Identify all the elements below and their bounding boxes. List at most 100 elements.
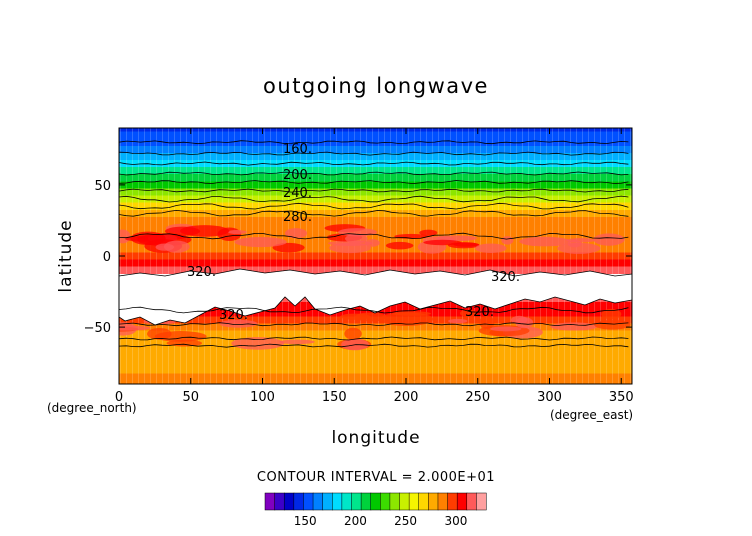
colorbar-swatch — [293, 492, 304, 511]
x-unit-label: (degree_east) — [550, 408, 633, 422]
contour-line — [119, 161, 629, 166]
olr-blob — [163, 240, 190, 253]
olr-blob — [344, 327, 362, 340]
colorbar-swatch — [322, 492, 333, 511]
y-unit-label: (degree_north) — [47, 401, 137, 415]
colorbar-ticks: 150 200 250 300 — [294, 514, 468, 528]
colorbar-swatch — [380, 492, 391, 511]
colorbar-swatch — [456, 492, 468, 511]
contour-label-280: 280. — [283, 210, 312, 225]
x-axis-label: longitude — [331, 428, 420, 448]
olr-blob — [227, 230, 247, 235]
olr-blob — [567, 239, 582, 248]
contour-line — [119, 232, 629, 240]
olr-blob — [119, 229, 131, 244]
olr-blob — [557, 242, 601, 254]
olr-blob — [550, 322, 598, 331]
contour-line — [119, 306, 629, 314]
olr-blob — [231, 337, 285, 350]
colorbar-swatch — [370, 492, 381, 511]
x-tick-label: 200 — [394, 390, 419, 405]
colorbar-swatch — [389, 492, 401, 511]
colorbar — [264, 492, 487, 511]
olr-blob — [337, 228, 378, 237]
colorbar-tick-label: 200 — [344, 514, 367, 528]
y-axis-label: latitude — [56, 219, 76, 292]
contour-labels: 160. 200. 240. 280. 320. 320. 320. 320. — [187, 142, 520, 323]
olr-blob — [593, 233, 625, 246]
contour-line — [119, 151, 629, 156]
colorbar-swatch — [428, 492, 439, 511]
olr-blob — [385, 241, 414, 250]
contour-line — [119, 343, 629, 348]
olr-blob — [234, 236, 287, 248]
contour-lines — [119, 140, 629, 348]
colorbar-tick-label: 150 — [294, 514, 317, 528]
colorbar-swatch — [283, 492, 295, 511]
y-tick-label: 50 — [94, 179, 111, 194]
colorbar-swatch — [351, 492, 362, 511]
colorbar-swatch — [418, 492, 429, 511]
y-tick-label: −50 — [84, 321, 111, 336]
x-tick-label: 250 — [465, 390, 490, 405]
colorbar-swatch — [447, 492, 458, 511]
x-tick-label: 350 — [609, 390, 634, 405]
x-tick-label: 50 — [182, 390, 199, 405]
colorbar-swatch — [466, 492, 477, 511]
texture-overlay — [119, 128, 632, 384]
olr-blob — [594, 319, 631, 330]
colorbar-swatch — [312, 492, 324, 511]
contour-label-240: 240. — [283, 186, 312, 201]
contour-label-200: 200. — [283, 168, 312, 183]
contour-label-320-d: 320. — [465, 305, 494, 320]
contour-line — [119, 336, 629, 341]
olr-blob — [519, 236, 571, 247]
x-tick-label: 100 — [250, 390, 275, 405]
contour-interval-text: CONTOUR INTERVAL = 2.000E+01 — [257, 470, 495, 485]
tropical-max-band — [119, 268, 632, 326]
contour-line — [119, 180, 629, 185]
colorbar-swatch — [399, 492, 410, 511]
x-axis: 0 50 100 150 200 250 300 350 — [115, 128, 634, 405]
colorbar-swatch — [408, 492, 420, 511]
colorbar-swatch — [437, 492, 449, 511]
olr-blob — [119, 325, 151, 331]
contour-label-160: 160. — [283, 142, 312, 157]
chart-title: outgoing longwave — [263, 74, 489, 98]
contour-line — [119, 322, 629, 327]
contour-line — [119, 195, 629, 203]
x-tick-label: 0 — [115, 390, 123, 405]
olr-blob — [180, 225, 230, 237]
contour-line — [119, 202, 629, 210]
colorbar-swatch — [476, 492, 487, 511]
olr-blob — [339, 313, 371, 320]
mottle-layer — [119, 223, 631, 351]
olr-blob — [423, 239, 462, 246]
contour-label-320-c: 320. — [219, 308, 248, 323]
olr-blob — [419, 229, 438, 236]
colorbar-swatch — [303, 492, 314, 511]
contour-line — [119, 209, 629, 217]
olr-blob — [448, 318, 468, 324]
y-axis: 50 0 −50 — [84, 179, 632, 336]
olr-blob — [284, 228, 308, 239]
olr-blob — [279, 339, 315, 345]
olr-blob — [345, 233, 368, 244]
plot-area — [119, 128, 632, 384]
olr-blob — [475, 243, 507, 254]
olr-blob — [501, 236, 514, 245]
olr-blob — [510, 315, 528, 325]
olr-blob — [365, 239, 380, 247]
colorbar-swatch — [360, 492, 372, 511]
x-tick-label: 150 — [322, 390, 347, 405]
contour-line — [119, 171, 629, 176]
olr-blob — [391, 311, 432, 316]
colorbar-tick-label: 250 — [394, 514, 417, 528]
colorbar-tick-label: 300 — [444, 514, 467, 528]
olr-blob — [601, 308, 622, 320]
contour-label-320-a: 320. — [187, 265, 216, 280]
olr-blob — [490, 326, 522, 332]
y-tick-label: 0 — [103, 250, 111, 265]
colorbar-swatch — [264, 492, 276, 511]
